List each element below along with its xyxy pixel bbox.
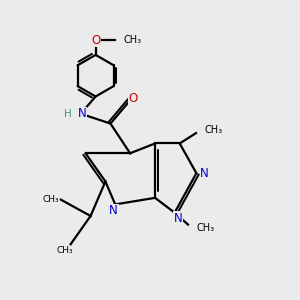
Text: O: O — [128, 92, 138, 105]
Text: CH₃: CH₃ — [124, 35, 142, 45]
Text: CH₃: CH₃ — [205, 125, 223, 135]
Text: CH₃: CH₃ — [197, 223, 215, 232]
Text: O: O — [91, 34, 100, 46]
Text: CH₃: CH₃ — [56, 246, 73, 255]
Text: CH₃: CH₃ — [42, 195, 59, 204]
Text: N: N — [174, 212, 183, 225]
Text: N: N — [78, 107, 87, 120]
Text: N: N — [110, 204, 118, 218]
Text: H: H — [64, 109, 72, 119]
Text: N: N — [200, 167, 209, 180]
